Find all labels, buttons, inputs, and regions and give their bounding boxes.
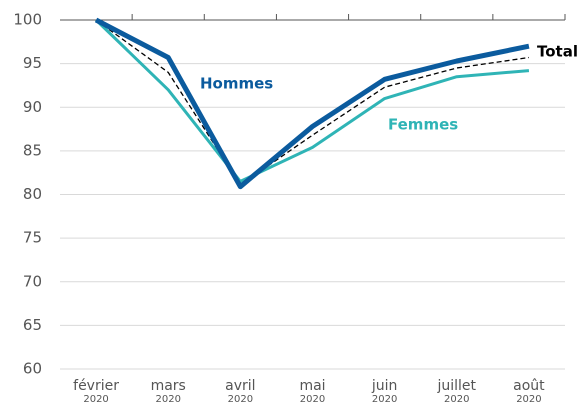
series-label: Femmes (388, 116, 458, 134)
y-tick-label: 65 (23, 316, 42, 334)
y-tick-label: 85 (23, 141, 42, 159)
y-tick-label: 80 (23, 185, 42, 203)
y-tick-label: 100 (13, 11, 42, 29)
y-tick-label: 75 (23, 229, 42, 247)
series-line (95, 19, 530, 186)
y-tick-label: 70 (23, 272, 42, 290)
x-tick-label: mai 2020 (299, 378, 325, 405)
x-tick-label: mars 2020 (151, 378, 186, 405)
x-tick-label: août 2020 (513, 378, 545, 405)
x-tick-label: février 2020 (73, 378, 119, 405)
x-tick-label: juin 2020 (371, 378, 398, 405)
series-line (94, 17, 530, 190)
x-tick-label: avril 2020 (225, 378, 255, 405)
x-tick-label: juillet 2020 (437, 378, 477, 405)
series-line (95, 18, 530, 183)
y-tick-label: 60 (23, 360, 42, 378)
series-label: Hommes (200, 75, 273, 93)
series-label: Total (537, 43, 578, 61)
y-tick-label: 90 (23, 98, 42, 116)
y-tick-label: 95 (23, 54, 42, 72)
